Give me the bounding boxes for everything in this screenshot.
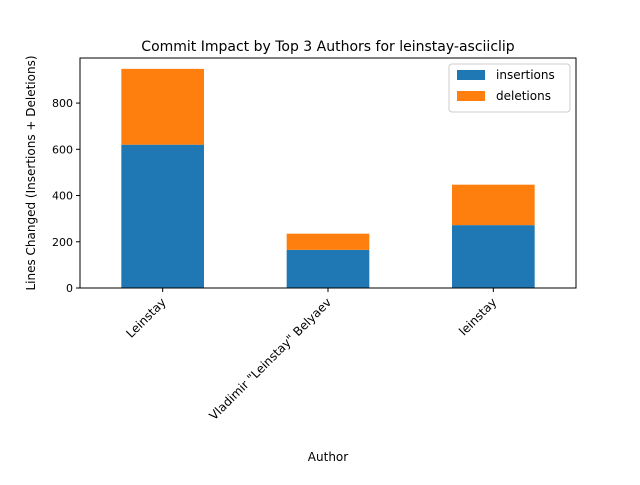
plot-frame	[79, 57, 577, 289]
bar-deletions-1	[286, 233, 370, 250]
y-axis-ticks: 0 200 400 600 800	[52, 97, 80, 295]
legend-swatch-insertions	[457, 70, 485, 80]
x-axis-ticks: Leinstay Vladimir "Leinstay" Belyaev leins…	[123, 288, 499, 423]
x-tick-label: Leinstay	[123, 295, 168, 340]
x-axis-label: Author	[308, 450, 348, 464]
y-axis-label: Lines Changed (Insertions + Deletions)	[24, 55, 38, 290]
y-tick-label: 200	[52, 236, 73, 249]
chart-title: Commit Impact by Top 3 Authors for leins…	[141, 39, 514, 55]
legend-label-insertions: insertions	[496, 68, 555, 82]
legend-swatch-deletions	[457, 91, 485, 101]
y-tick-label: 0	[66, 282, 73, 295]
legend-label-deletions: deletions	[496, 89, 551, 103]
bar-deletions-2	[452, 184, 535, 226]
bar-insertions-2	[452, 225, 535, 288]
x-tick-label: leinstay	[456, 295, 499, 338]
bar-insertions-1	[286, 249, 370, 288]
y-tick-label: 800	[52, 97, 73, 110]
bars-group	[121, 68, 535, 288]
x-tick-label: Vladimir "Leinstay" Belyaev	[206, 295, 334, 423]
y-tick-label: 400	[52, 190, 73, 203]
legend: insertions deletions	[448, 63, 571, 113]
bar-deletions-0	[121, 68, 204, 145]
bar-insertions-0	[121, 144, 204, 288]
y-tick-label: 600	[52, 143, 73, 156]
